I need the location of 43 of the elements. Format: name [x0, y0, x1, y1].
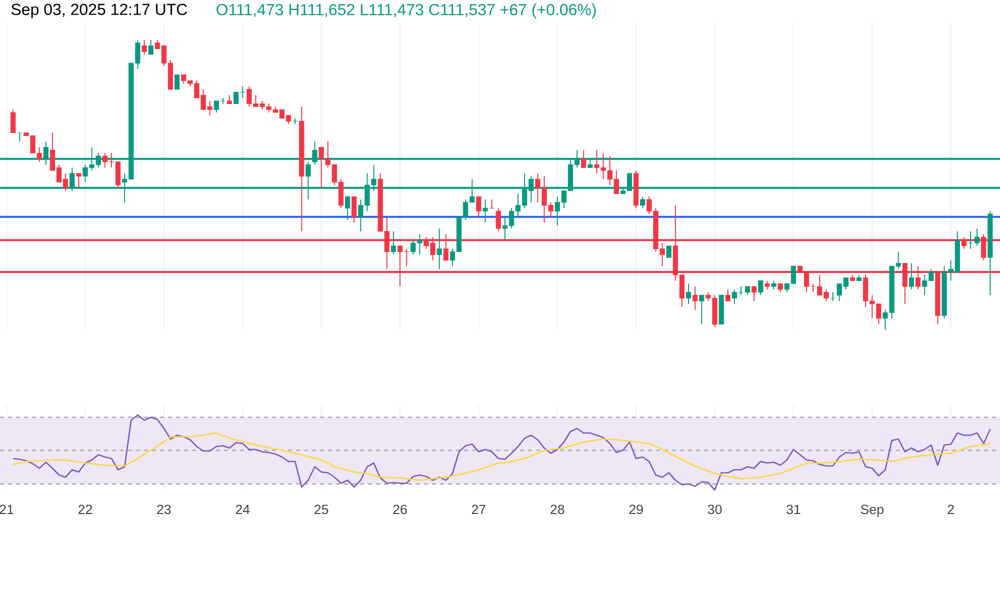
- candlestick: [142, 39, 147, 55]
- candlestick: [148, 39, 154, 55]
- chart-subtitle: O111,473 H111,652 L111,473 C111,537 +67 (+0.06%): [216, 4, 596, 18]
- x-tick-label: 29: [629, 504, 643, 514]
- candlestick: [240, 86, 246, 98]
- candlestick: [666, 245, 672, 258]
- candlestick: [489, 198, 494, 209]
- candlestick: [496, 208, 501, 232]
- candlestick: [482, 198, 488, 224]
- x-tick-label: 23: [157, 504, 171, 514]
- candlestick: [640, 196, 646, 209]
- candlestick: [699, 294, 704, 325]
- x-tick-label: 26: [393, 504, 407, 514]
- candlestick: [17, 132, 22, 142]
- candlestick: [752, 286, 757, 302]
- x-tick-label: 31: [786, 504, 800, 514]
- candlestick: [344, 196, 350, 220]
- chart-title: Sep 03, 2025 12:17 UTC: [11, 4, 188, 18]
- candlestick: [686, 283, 692, 304]
- candlestick: [581, 150, 586, 168]
- x-tick-label: 28: [550, 504, 564, 514]
- x-tick-label: 30: [708, 504, 722, 514]
- x-tick-label: Sep: [860, 504, 884, 517]
- candlestick: [758, 280, 764, 296]
- x-tick-label: 25: [314, 504, 328, 514]
- x-tick-label: 24: [236, 504, 250, 514]
- candlestick: [76, 172, 82, 188]
- candlestick: [390, 230, 396, 256]
- candlestick: [10, 109, 16, 134]
- x-tick-label: 22: [78, 504, 92, 514]
- candlestick: [725, 288, 730, 302]
- candlestick: [174, 74, 180, 90]
- candlestick: [476, 196, 482, 218]
- candlestick: [404, 248, 410, 267]
- candlestick: [692, 286, 698, 310]
- candlestick: [830, 292, 836, 302]
- candlestick: [436, 228, 442, 270]
- candlestick: [234, 92, 239, 104]
- x-tick-label: 27: [472, 504, 486, 514]
- x-tick-label: 2: [948, 504, 954, 514]
- x-tick-label: 21: [0, 504, 14, 514]
- candlestick: [352, 196, 357, 224]
- candlestick: [908, 262, 914, 290]
